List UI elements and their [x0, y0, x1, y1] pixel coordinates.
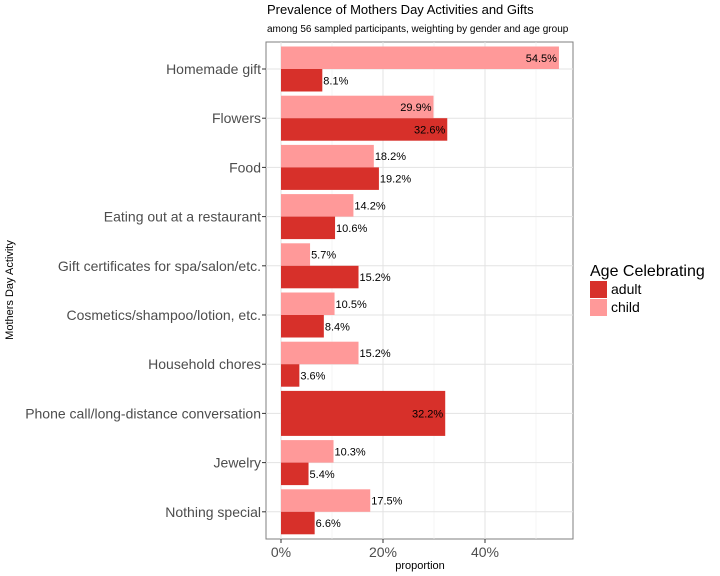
- bar-value-label-child: 15.2%: [360, 348, 391, 360]
- bar-adult: [281, 69, 323, 92]
- x-tick-label: 0%: [271, 544, 291, 560]
- bar-value-label-child: 10.5%: [336, 299, 367, 311]
- bar-value-label-adult: 6.6%: [316, 518, 341, 530]
- bar-group: [281, 46, 559, 535]
- bar-value-label-child: 18.2%: [375, 151, 406, 163]
- category-label: Cosmetics/shampoo/lotion, etc.: [66, 307, 261, 323]
- legend-items: adult child: [590, 281, 641, 316]
- bar-value-label-adult: 8.1%: [323, 75, 348, 87]
- bar-adult: [281, 216, 336, 240]
- bar-adult: [281, 511, 315, 535]
- chart-subtitle: among 56 sampled participants, weighting…: [267, 24, 569, 35]
- y-axis-title: Mothers Day Activity: [4, 240, 16, 340]
- value-label-group: 54.5% 8.1% 29.9% 32.6% 18.2% 19.2% 14.2% 10.6% 5…: [300, 53, 557, 530]
- bar-adult: [281, 462, 309, 486]
- bar-adult: [281, 315, 324, 338]
- legend-label-adult: adult: [611, 281, 641, 297]
- category-label: Eating out at a restaurant: [104, 209, 261, 225]
- x-tick-label: 40%: [471, 544, 499, 560]
- bar-value-label-child: 54.5%: [526, 53, 557, 65]
- bar-value-label-adult: 3.6%: [300, 370, 325, 382]
- bar-value-label-adult: 32.2%: [412, 408, 443, 420]
- category-label: Nothing special: [165, 504, 261, 520]
- legend: Age Celebrating adult child: [590, 263, 705, 316]
- bar-adult: [281, 118, 448, 141]
- bar-child: [281, 243, 311, 266]
- bar-child: [281, 341, 359, 365]
- legend-swatch-adult: [590, 281, 607, 298]
- category-label: Gift certificates for spa/salon/etc.: [58, 258, 261, 274]
- bar-value-label-child: 29.9%: [400, 102, 431, 114]
- category-label: Homemade gift: [166, 61, 261, 77]
- bar-child: [281, 292, 335, 315]
- category-label: Food: [229, 159, 261, 175]
- category-label: Household chores: [148, 356, 261, 372]
- bar-adult: [281, 167, 379, 190]
- category-label-group: Homemade gift Flowers Food Eating out at a …: [25, 61, 266, 520]
- category-label: Jewelry: [214, 455, 261, 471]
- bar-value-label-adult: 10.6%: [336, 223, 367, 235]
- bar-child: [281, 144, 374, 168]
- bar-child: [281, 489, 371, 512]
- bar-value-label-child: 17.5%: [371, 496, 402, 508]
- category-label: Flowers: [212, 110, 261, 126]
- bar-value-label-child: 14.2%: [354, 200, 385, 212]
- bar-child: [281, 194, 354, 217]
- plot-area: 54.5% 8.1% 29.9% 32.6% 18.2% 19.2% 14.2% 10.6% 5…: [265, 41, 574, 540]
- x-tick-group: 0% 20% 40%: [271, 539, 499, 560]
- bar-adult: [281, 390, 446, 436]
- category-label: Phone call/long-distance conversation: [25, 405, 261, 421]
- x-axis-title: proportion: [395, 560, 445, 572]
- bar-adult: [281, 265, 359, 289]
- bar-value-label-adult: 32.6%: [414, 124, 445, 136]
- bar-value-label-child: 10.3%: [335, 446, 366, 458]
- bar-adult: [281, 364, 300, 387]
- bar-value-label-adult: 15.2%: [360, 272, 391, 284]
- bar-value-label-adult: 19.2%: [380, 174, 411, 186]
- x-tick-label: 20%: [369, 544, 397, 560]
- bar-child: [281, 440, 334, 463]
- bar-value-label-child: 5.7%: [311, 250, 336, 262]
- legend-swatch-child: [590, 299, 607, 316]
- bar-child: [281, 46, 559, 69]
- bar-value-label-adult: 8.4%: [325, 321, 350, 333]
- bar-child: [281, 95, 434, 119]
- legend-label-child: child: [611, 299, 640, 315]
- bar-value-label-adult: 5.4%: [310, 469, 335, 481]
- chart-title: Prevalence of Mothers Day Activities and…: [267, 2, 534, 17]
- legend-title: Age Celebrating: [590, 263, 705, 280]
